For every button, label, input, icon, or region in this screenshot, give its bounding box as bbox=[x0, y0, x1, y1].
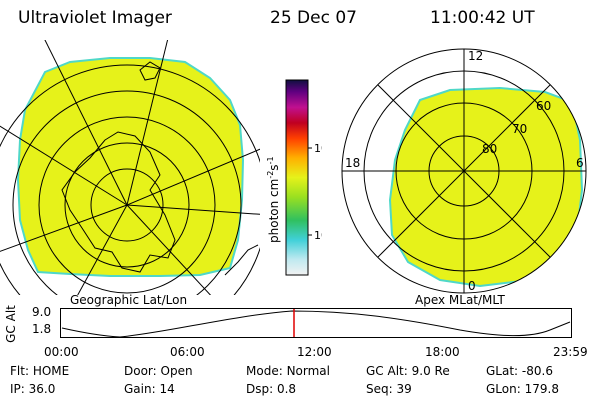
time-tick-1800: 18:00 bbox=[425, 345, 460, 359]
mlt-label-12: 12 bbox=[468, 49, 483, 63]
time-label: 11:00:42 UT bbox=[430, 8, 535, 28]
latitude-circles bbox=[0, 64, 260, 295]
time-tick-0600: 06:00 bbox=[170, 345, 205, 359]
mlt-label-0: 0 bbox=[468, 279, 476, 293]
altitude-curve bbox=[61, 310, 571, 338]
info-glat: GLat: -80.6 bbox=[486, 364, 553, 378]
geographic-image-panel bbox=[0, 40, 260, 295]
altitude-tick-high: 9.0 bbox=[32, 305, 52, 319]
right-panel-caption: Apex MLat/MLT bbox=[415, 293, 505, 307]
time-tick-0000: 00:00 bbox=[44, 345, 79, 359]
colorbar-tick-100: 100 bbox=[314, 142, 322, 155]
info-gc-alt: GC Alt: 9.0 Re bbox=[366, 364, 450, 378]
mlt-label-6: 6 bbox=[576, 156, 584, 170]
colorbar: 100 10 photon cm-2s-1 bbox=[266, 79, 322, 276]
time-tick-1200: 12:00 bbox=[297, 345, 332, 359]
colorbar-gradient bbox=[285, 79, 309, 276]
info-dsp: Dsp: 0.8 bbox=[246, 382, 297, 396]
altitude-plot bbox=[60, 308, 572, 338]
left-panel-caption: Geographic Lat/Lon bbox=[70, 293, 188, 307]
info-mode: Mode: Normal bbox=[246, 364, 330, 378]
mlat-label-70: 70 bbox=[512, 122, 527, 136]
info-gain: Gain: 14 bbox=[124, 382, 175, 396]
svg-text:photon cm-2s-1: photon cm-2s-1 bbox=[266, 156, 281, 243]
mlt-label-18: 18 bbox=[345, 156, 360, 170]
altitude-axis-label: GC Alt bbox=[3, 305, 18, 343]
coastline bbox=[61, 131, 176, 273]
date-label: 25 Dec 07 bbox=[270, 8, 357, 28]
mlat-label-60: 60 bbox=[536, 99, 551, 113]
window-title: Ultraviolet Imager bbox=[18, 8, 172, 28]
altitude-tick-low: 1.8 bbox=[32, 322, 52, 336]
longitude-lines bbox=[0, 40, 260, 295]
colorbar-tick-10: 10 bbox=[314, 229, 322, 242]
time-tick-2359: 23:59 bbox=[553, 345, 588, 359]
info-seq: Seq: 39 bbox=[366, 382, 412, 396]
info-ip: IP: 36.0 bbox=[10, 382, 56, 396]
mlat-label-80: 80 bbox=[482, 142, 497, 156]
mlt-meridians bbox=[342, 49, 586, 293]
colorbar-unit-label: photon cm-2s-1 bbox=[266, 156, 281, 243]
info-flight: Flt: HOME bbox=[10, 364, 70, 378]
emission-region-mag bbox=[388, 86, 584, 288]
magnetic-image-panel: 12 18 6 0 60 70 80 bbox=[341, 48, 587, 294]
coastline-island bbox=[139, 61, 161, 81]
info-glon: GLon: 179.8 bbox=[486, 382, 559, 396]
info-door: Door: Open bbox=[124, 364, 193, 378]
